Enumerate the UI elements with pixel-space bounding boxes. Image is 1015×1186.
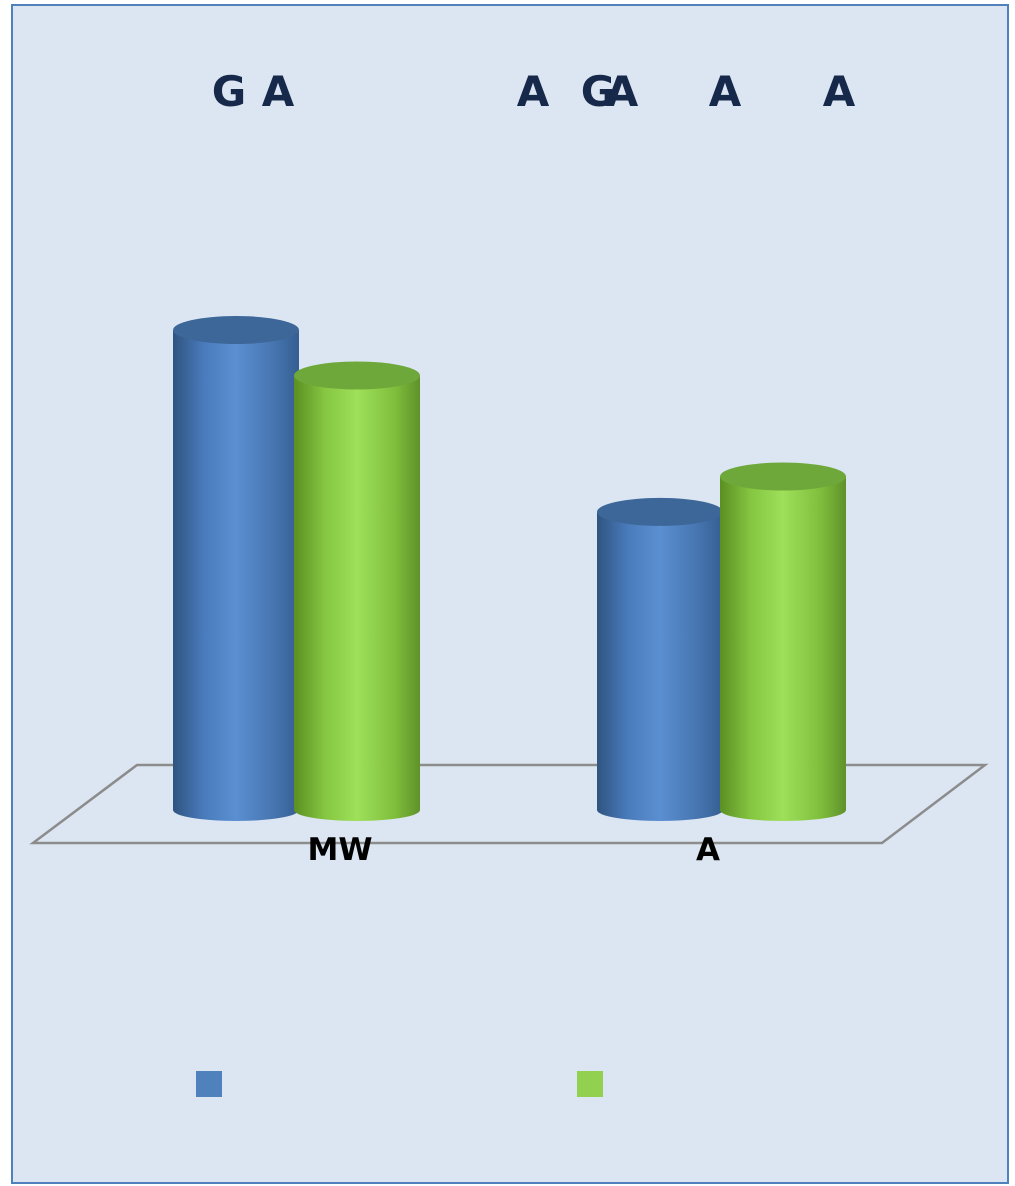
bar-body	[597, 511, 723, 821]
chart-title: G A A GA A A	[212, 67, 856, 116]
title-fragment: G	[212, 67, 246, 116]
x-axis-labels: MW A	[307, 832, 720, 868]
x-tick-label: A	[696, 832, 720, 868]
bar-top	[173, 316, 299, 344]
title-fragment: A	[517, 67, 550, 116]
legend	[196, 1071, 603, 1097]
title-fragment: A	[823, 67, 856, 116]
bar-top	[720, 462, 846, 491]
bar-top	[294, 361, 420, 390]
bars	[173, 316, 846, 821]
legend-swatch	[577, 1071, 603, 1097]
bar	[173, 316, 299, 821]
bar-body	[720, 476, 846, 821]
title-fragment: G	[581, 67, 615, 116]
bar-body	[294, 375, 420, 821]
x-tick-label: MW	[307, 832, 372, 868]
bar-body	[173, 330, 299, 821]
title-fragment: A	[262, 67, 295, 116]
bar	[720, 462, 846, 821]
bar-top	[597, 497, 723, 526]
title-fragment: A	[606, 67, 639, 116]
bar	[597, 497, 723, 821]
title-fragment: A	[709, 67, 742, 116]
legend-swatch	[196, 1071, 222, 1097]
bar	[294, 361, 420, 821]
